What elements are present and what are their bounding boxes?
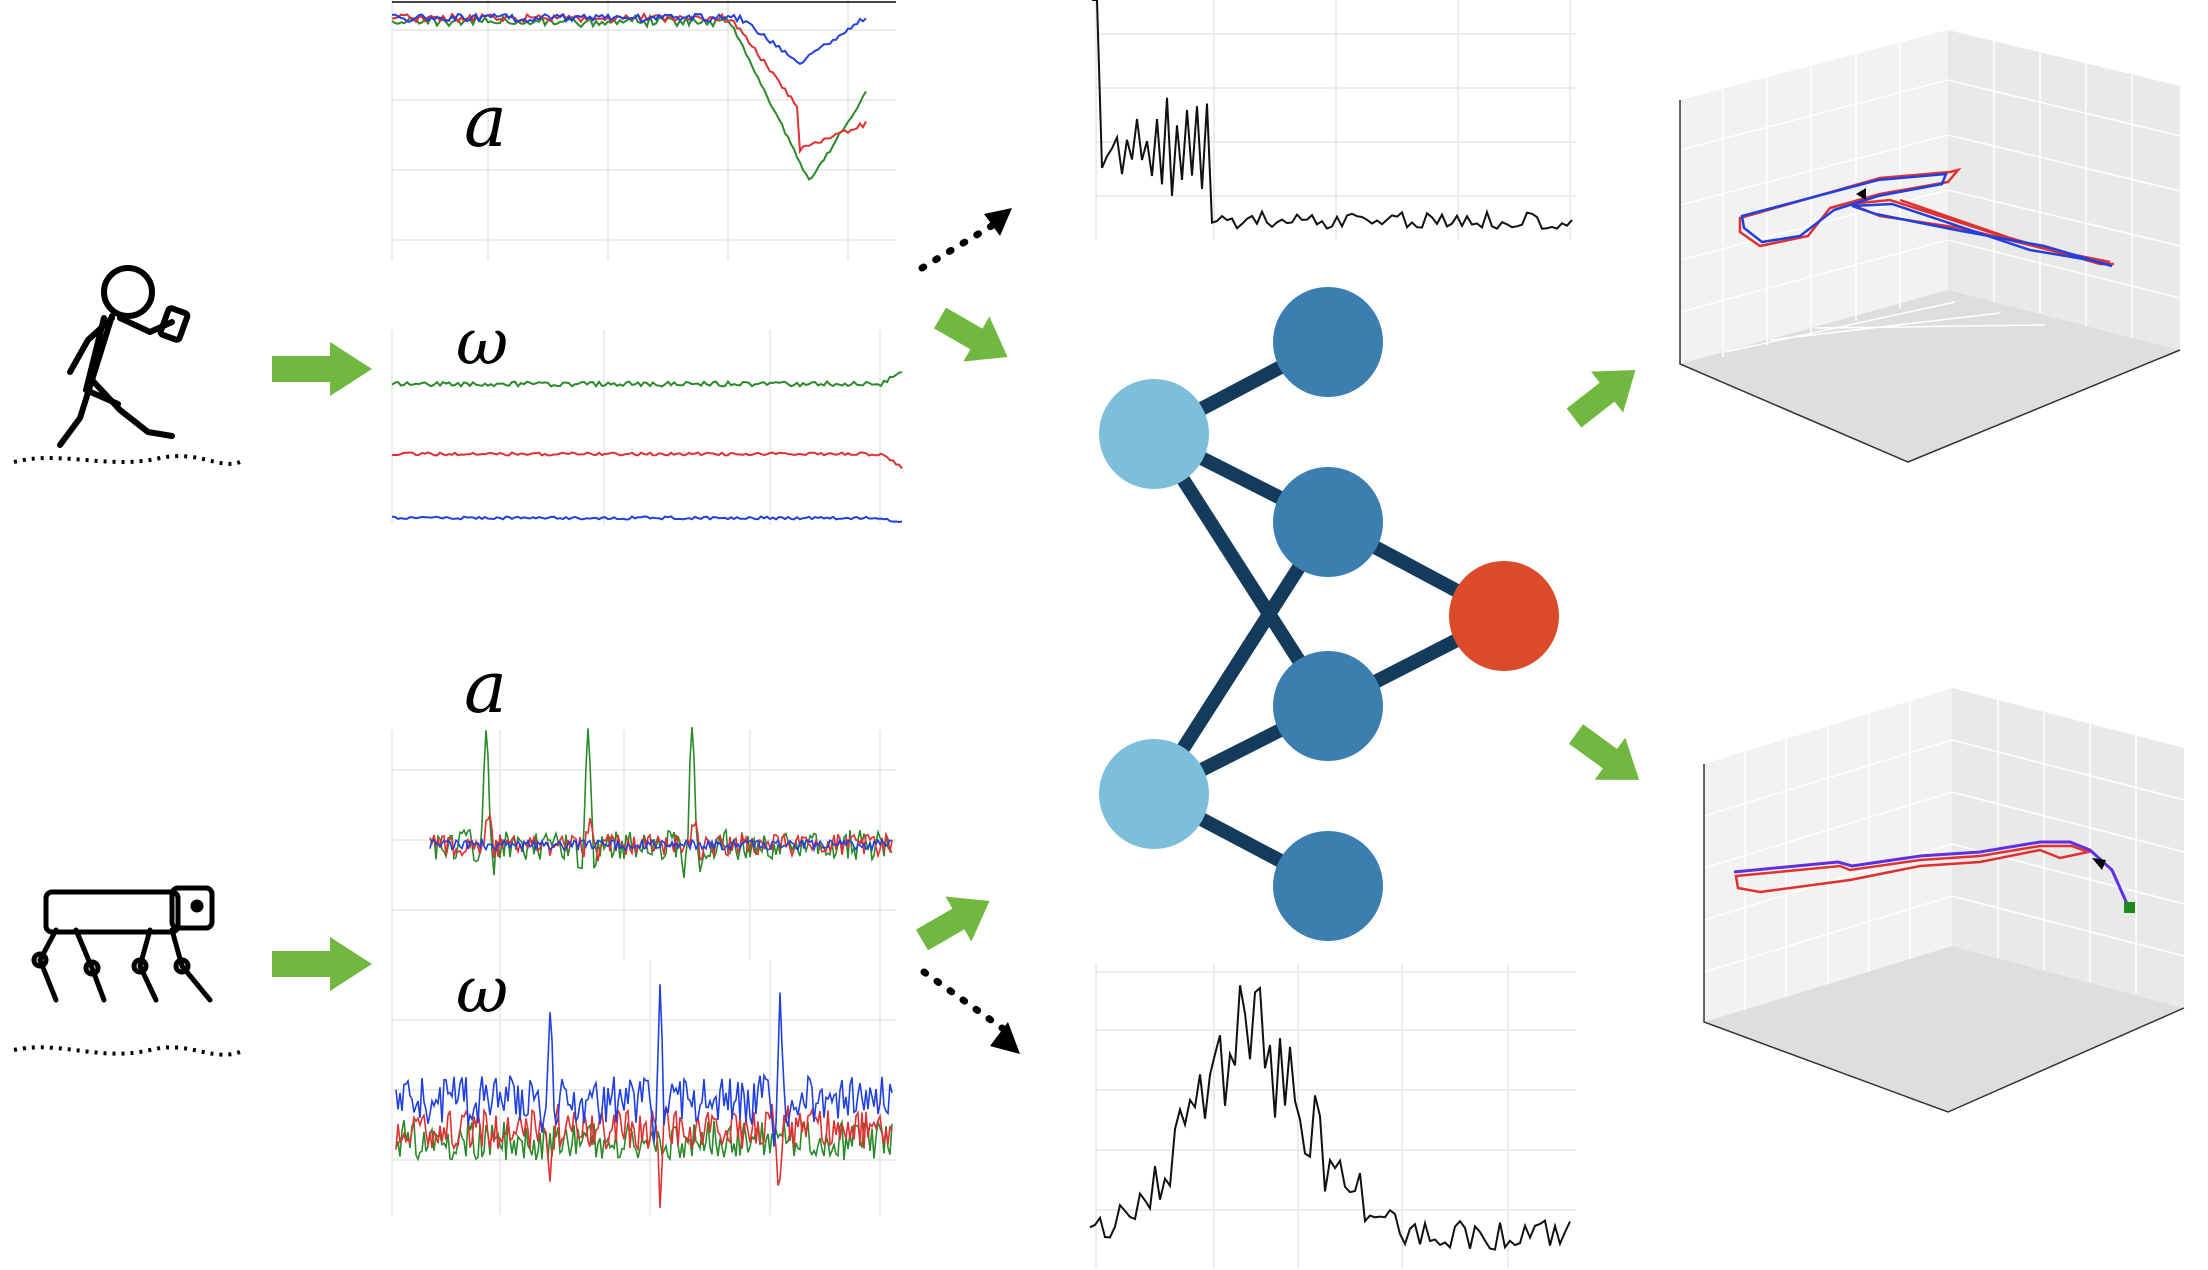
- dotted-arrow-icon: [918, 208, 1012, 272]
- right-arrow-icon: [934, 307, 1008, 362]
- gyro-signal-y: [395, 1118, 893, 1162]
- gyro-label-bottom: ω: [456, 954, 508, 1028]
- pedestrian-icon: [57, 265, 191, 448]
- hidden-node: [1273, 831, 1383, 941]
- trajectory-3d-top: [1679, 30, 2181, 463]
- gyro-signal-z: [395, 984, 893, 1147]
- frequency-spectrum-top: [1092, 0, 1573, 230]
- accel-label-top: a: [464, 79, 507, 163]
- right-arrow-icon: [1566, 369, 1636, 428]
- gyro-signal-x: [395, 1103, 893, 1208]
- frequency-spectrum-bottom: [1089, 985, 1571, 1251]
- accel-signal-z: [429, 837, 893, 853]
- output-node: [1449, 561, 1559, 671]
- accel-signal-z: [391, 12, 867, 66]
- accel-label-bottom: a: [464, 645, 507, 729]
- right-arrow-icon: [1568, 724, 1640, 780]
- gyro-signal-x: [391, 451, 903, 470]
- accel-signal-y: [429, 727, 893, 878]
- dotted-arrow-icon: [920, 968, 1020, 1054]
- right-arrow-icon: [272, 937, 372, 991]
- hidden-node: [1273, 467, 1383, 577]
- right-arrow-icon: [916, 896, 990, 951]
- input-node: [1099, 739, 1209, 849]
- right-arrow-icon: [272, 342, 372, 396]
- input-node: [1099, 379, 1209, 489]
- trajectory-3d-bottom: [1703, 688, 2185, 1113]
- robot-dog-icon: [31, 885, 215, 1003]
- spectrum-grid: [1095, 0, 1576, 1268]
- ground-line-bottom: [13, 1045, 241, 1057]
- ground-line-top: [13, 454, 241, 466]
- hidden-node: [1273, 651, 1383, 761]
- hidden-node: [1273, 287, 1383, 397]
- gyro-signal-z: [391, 515, 903, 524]
- gyro-label-top: ω: [456, 306, 508, 380]
- gyro-signal-y: [391, 371, 903, 389]
- signal-grid: [391, 0, 896, 1215]
